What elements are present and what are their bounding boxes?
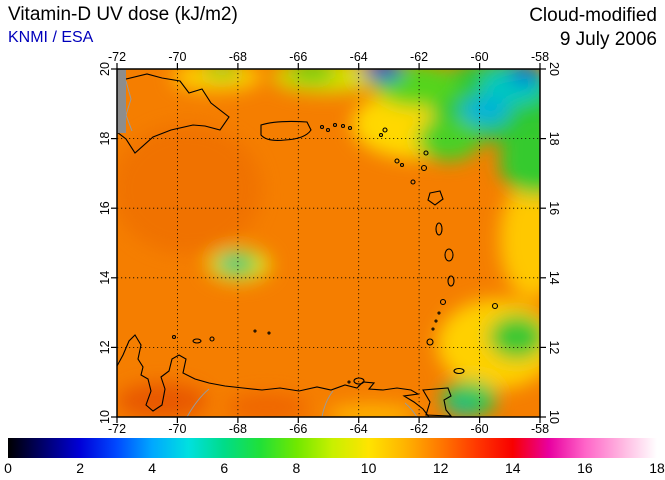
colorbar-tick-label: 2 xyxy=(76,460,84,476)
axis-ticks xyxy=(111,63,546,423)
lon-tick-label: -64 xyxy=(350,52,368,64)
colorbar-tick-label: 4 xyxy=(148,460,157,476)
colorbar-tick-label: 6 xyxy=(220,460,229,476)
hispaniola-coast xyxy=(117,73,230,154)
lon-tick-label: -66 xyxy=(289,422,307,436)
map-field xyxy=(117,69,540,417)
trinidad-coast xyxy=(422,387,453,417)
uv-dose-cloud-blobs xyxy=(117,69,540,417)
header-right: Cloud-modified 9 July 2006 xyxy=(529,4,657,52)
colorbar-tick-label: 12 xyxy=(432,460,449,476)
lat-tick-label: 12 xyxy=(547,340,561,354)
lon-tick-label: -60 xyxy=(471,52,489,64)
lon-tick-label: -68 xyxy=(229,422,247,436)
lat-tick-label: 14 xyxy=(547,271,561,285)
no-data-region xyxy=(117,69,126,133)
map-frame xyxy=(116,68,541,418)
venezuela-coast xyxy=(117,334,430,417)
puerto-rico-coast xyxy=(260,120,312,141)
date-label: 9 July 2006 xyxy=(559,29,657,50)
lon-tick-label: -66 xyxy=(289,52,307,64)
colorbar-tick-label: 10 xyxy=(360,460,377,476)
colorbar-tick-label: 14 xyxy=(504,460,521,476)
lon-tick-label: -58 xyxy=(531,52,549,64)
lat-tick-label: 14 xyxy=(98,271,112,285)
lat-tick-label: 16 xyxy=(547,201,561,215)
lon-tick-label: -62 xyxy=(410,422,428,436)
lat-tick-label: 10 xyxy=(547,410,561,424)
colorbar-tick-label: 18 xyxy=(649,460,665,476)
lon-tick-label: -58 xyxy=(531,422,549,436)
colorbar-tick-label: 8 xyxy=(292,460,301,476)
lon-tick-label: -62 xyxy=(410,52,428,64)
lon-tick-label: -70 xyxy=(168,52,186,64)
colorbar-labels: 0 2 4 6 8 10 12 14 16 18 xyxy=(4,460,665,478)
colorbar-tick-label: 16 xyxy=(577,460,593,476)
lon-tick-label: -72 xyxy=(108,52,126,64)
lat-tick-label: 18 xyxy=(98,132,112,146)
map-plot: -72 -70 -68 -66 -64 -62 -60 -58 -72 -70 … xyxy=(98,52,561,436)
abc-islands xyxy=(171,329,365,385)
page-title: Vitamin-D UV dose (kJ/m2) xyxy=(8,4,238,25)
colorbar-tick-label: 0 xyxy=(4,460,12,476)
lat-tick-label: 16 xyxy=(98,201,112,215)
lon-tick-label: -72 xyxy=(108,422,126,436)
lesser-antilles xyxy=(378,127,499,375)
lat-tick-label: 20 xyxy=(98,62,112,76)
lon-tick-label: -70 xyxy=(168,422,186,436)
lat-tick-label: 20 xyxy=(547,62,561,76)
agency-credit: KNMI / ESA xyxy=(8,29,94,46)
colorbar-gradient xyxy=(8,438,657,458)
coastlines xyxy=(117,73,499,417)
grid-lines xyxy=(117,69,540,417)
lon-tick-label: -64 xyxy=(350,422,368,436)
border-river-lines xyxy=(125,80,418,417)
axis-labels: -72 -70 -68 -66 -64 -62 -60 -58 -72 -70 … xyxy=(98,52,561,436)
mode-label: Cloud-modified xyxy=(529,5,657,26)
lat-tick-label: 18 xyxy=(547,132,561,146)
lon-tick-label: -60 xyxy=(471,422,489,436)
lat-tick-label: 10 xyxy=(98,410,112,424)
lon-tick-label: -68 xyxy=(229,52,247,64)
lat-tick-label: 12 xyxy=(98,340,112,354)
